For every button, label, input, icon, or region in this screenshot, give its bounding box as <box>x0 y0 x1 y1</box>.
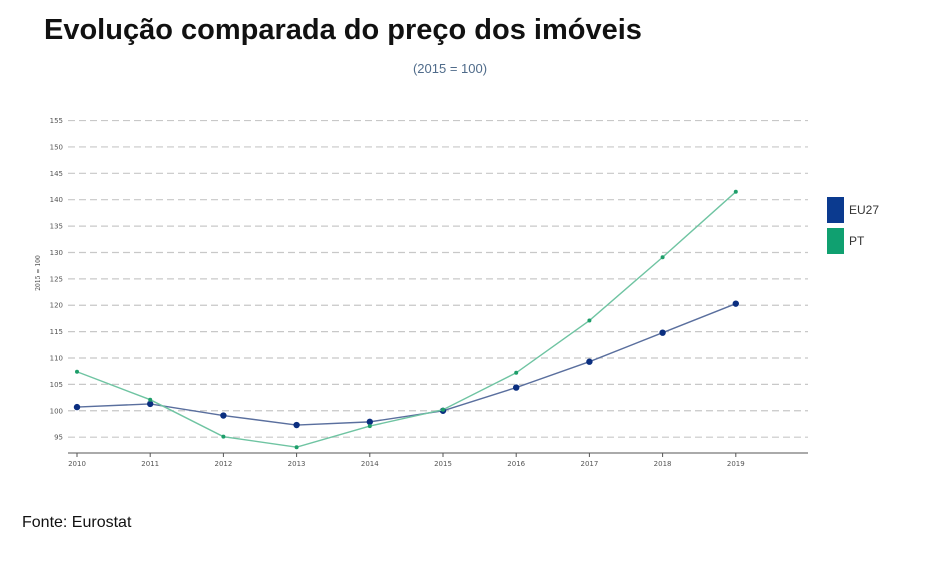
data-point-pt <box>148 397 153 402</box>
data-point-eu27 <box>147 400 154 408</box>
y-tick-label: 100 <box>50 407 63 415</box>
series-line-pt <box>76 191 737 448</box>
data-point-eu27 <box>366 418 373 426</box>
y-tick-label: 115 <box>50 328 63 336</box>
data-point-pt <box>587 318 592 323</box>
y-tick-label: 150 <box>50 143 63 151</box>
source-note: Fonte: Eurostat <box>22 514 132 531</box>
y-axis: 95 100 105 110 115 120 125 130 135 140 145 150 155 <box>50 117 63 442</box>
data-point-pt <box>221 434 226 439</box>
data-point-pt <box>294 445 299 450</box>
data-point-pt <box>660 255 665 260</box>
legend-swatch-pt <box>827 228 844 254</box>
y-tick-label: 130 <box>50 249 63 257</box>
data-point-eu27 <box>732 300 739 307</box>
series-line-eu27 <box>76 303 737 426</box>
data-point-eu27 <box>73 403 81 411</box>
y-tick-label: 125 <box>50 275 63 283</box>
y-tick-label: 155 <box>50 117 63 125</box>
data-point-pt <box>75 369 79 374</box>
data-point-eu27 <box>513 384 520 391</box>
y-tick-label: 95 <box>54 434 63 442</box>
gridlines <box>68 119 808 438</box>
x-tick-label: 2017 <box>580 460 598 468</box>
legend-label-eu27: EU27 <box>849 203 879 217</box>
y-tick-label: 110 <box>50 355 63 363</box>
data-point-pt <box>441 407 445 412</box>
data-point-pt <box>514 370 519 375</box>
data-point-pt <box>733 189 738 194</box>
data-point-eu27 <box>293 421 300 429</box>
legend-label-pt: PT <box>849 234 865 248</box>
x-tick-label: 2016 <box>507 460 525 468</box>
chart-subtitle: (2015 = 100) <box>412 61 488 76</box>
x-tick-label: 2018 <box>654 460 672 468</box>
y-axis-label: 2015 = 100 <box>35 255 42 291</box>
y-tick-label: 105 <box>50 381 63 389</box>
x-tick-label: 2010 <box>68 460 86 468</box>
x-tick-label: 2019 <box>727 460 745 468</box>
data-point-pt <box>367 424 372 429</box>
data-point-eu27 <box>586 358 593 365</box>
x-tick-label: 2012 <box>214 460 232 468</box>
x-tick-label: 2013 <box>288 460 306 468</box>
data-point-eu27 <box>659 329 666 336</box>
y-tick-label: 120 <box>50 302 63 310</box>
data-point-eu27 <box>220 412 227 419</box>
x-tick-label: 2011 <box>141 460 159 468</box>
legend: EU27 PT <box>827 197 879 254</box>
series-lines <box>73 189 739 450</box>
x-tick-label: 2014 <box>361 460 379 468</box>
x-axis: 2010 2011 2012 2013 2014 2015 2016 2017 2018 2019 <box>68 452 808 468</box>
y-tick-label: 135 <box>50 223 63 231</box>
legend-swatch-eu27 <box>827 197 844 223</box>
chart-title: Evolução comparada do preço dos imóveis <box>44 14 642 46</box>
y-tick-label: 145 <box>50 170 63 178</box>
x-tick-label: 2015 <box>434 460 452 468</box>
y-tick-label: 140 <box>50 196 63 204</box>
